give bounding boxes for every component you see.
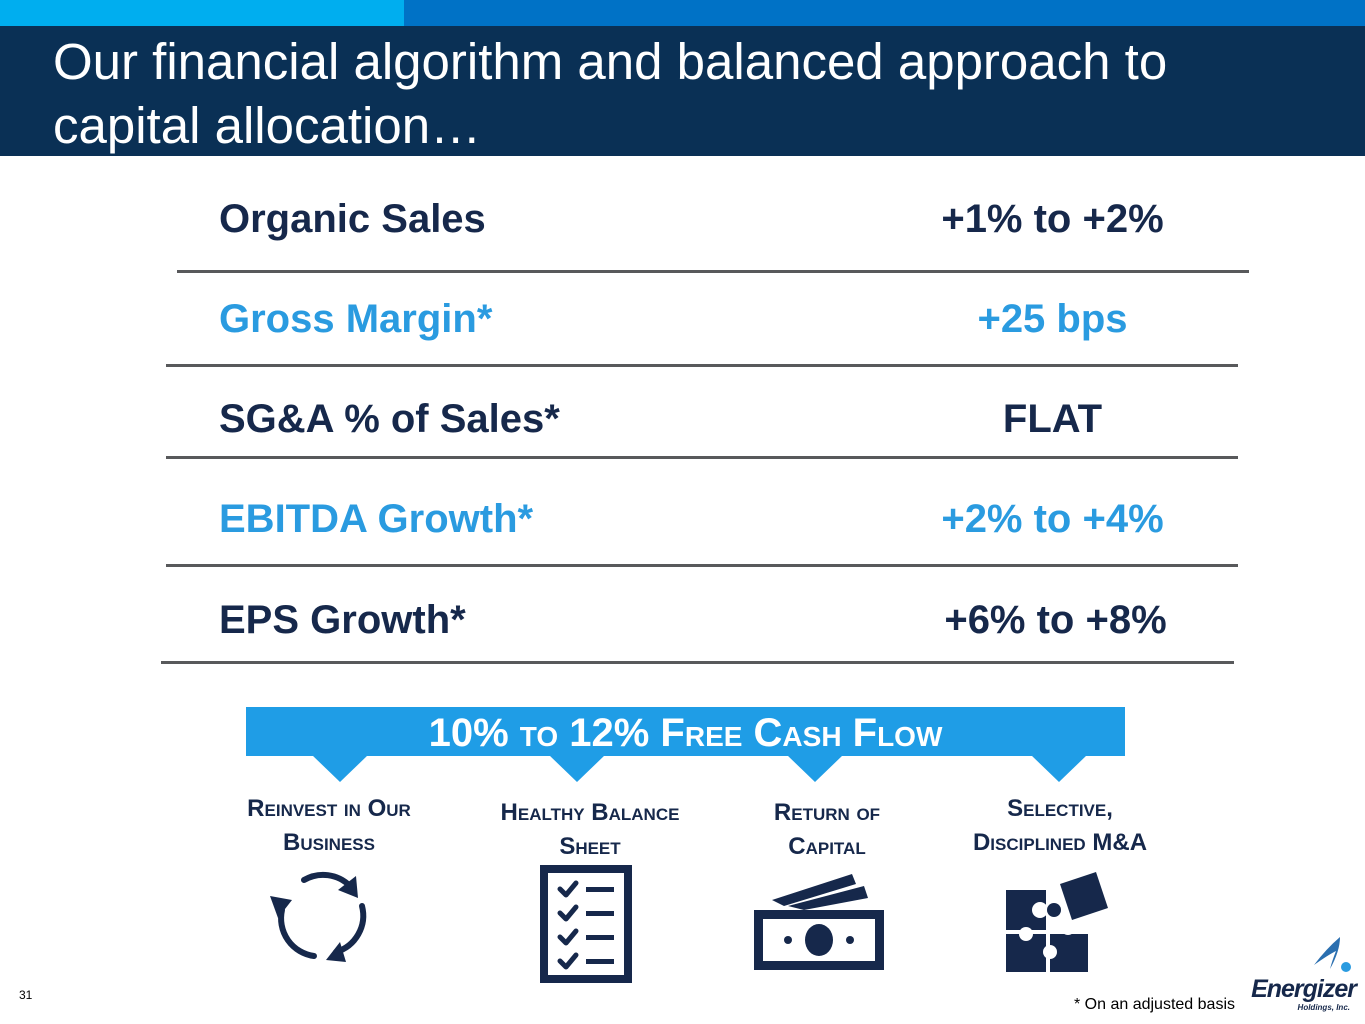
metric-label: SG&A % of Sales* xyxy=(219,397,560,441)
banner-pointer xyxy=(549,755,605,782)
use-label-line: Sheet xyxy=(559,833,621,860)
metric-row-sga: SG&A % of Sales* FLAT xyxy=(0,389,1365,449)
row-divider xyxy=(166,364,1238,367)
banner-pointer xyxy=(312,755,368,782)
metric-value: +1% to +2% xyxy=(941,197,1164,241)
use-label-reinvest: Reinvest in Our Business xyxy=(204,792,454,860)
metric-value: +2% to +4% xyxy=(941,497,1164,541)
puzzle-icon xyxy=(1006,872,1108,972)
title-band xyxy=(0,26,1365,156)
checklist-icon xyxy=(540,865,632,983)
free-cash-flow-text: 10% to 12% Free Cash Flow xyxy=(428,711,943,755)
use-label-balance-sheet: Healthy Balance Sheet xyxy=(462,796,718,864)
row-divider xyxy=(166,564,1238,567)
accent-bar-light xyxy=(0,0,404,26)
banner-pointer xyxy=(787,755,843,782)
metric-value: FLAT xyxy=(1002,397,1103,441)
use-label-line: Return of xyxy=(773,799,881,826)
metric-row-ebitda: EBITDA Growth* +2% to +4% xyxy=(0,489,1365,549)
metric-row-eps: EPS Growth* +6% to +8% xyxy=(0,590,1365,650)
metric-row-gross-margin: Gross Margin* +25 bps xyxy=(0,289,1365,349)
metric-label: Gross Margin* xyxy=(219,297,493,341)
logo-subtitle: Holdings, Inc. xyxy=(1297,1003,1350,1012)
metric-label: EPS Growth* xyxy=(219,598,466,642)
page-number: 31 xyxy=(19,988,33,1002)
row-divider xyxy=(161,661,1234,664)
use-label-line: Reinvest in Our xyxy=(247,795,411,822)
use-label-return-capital: Return of Capital xyxy=(732,796,922,864)
use-label-line: Selective, xyxy=(1007,795,1113,822)
logo-mark-icon xyxy=(1314,937,1351,972)
metric-label: Organic Sales xyxy=(219,197,486,241)
metric-row-organic-sales: Organic Sales +1% to +2% xyxy=(0,189,1365,249)
row-divider xyxy=(166,456,1238,459)
metric-value: +6% to +8% xyxy=(944,598,1167,642)
row-divider xyxy=(177,270,1249,273)
use-label-m-and-a: Selective, Disciplined M&A xyxy=(935,792,1185,860)
use-label-line: Business xyxy=(283,829,375,856)
footnote: * On an adjusted basis xyxy=(1074,996,1235,1013)
metric-label: EBITDA Growth* xyxy=(219,497,534,541)
use-label-line: Capital xyxy=(788,833,866,860)
accent-bar-dark xyxy=(404,0,1365,26)
use-label-line: Healthy Balance xyxy=(500,799,680,826)
free-cash-flow-banner: 10% to 12% Free Cash Flow xyxy=(246,707,1125,756)
metric-value: +25 bps xyxy=(977,297,1128,341)
banner-pointer xyxy=(1031,755,1087,782)
cash-icon xyxy=(754,874,884,970)
use-label-line: Disciplined M&A xyxy=(972,829,1148,856)
refresh-cycle-icon xyxy=(270,871,367,962)
page-title: Our financial algorithm and balanced app… xyxy=(53,33,1168,154)
energizer-logo: Energizer Holdings, Inc. xyxy=(1244,935,1357,1017)
logo-wordmark: Energizer xyxy=(1251,975,1357,1003)
